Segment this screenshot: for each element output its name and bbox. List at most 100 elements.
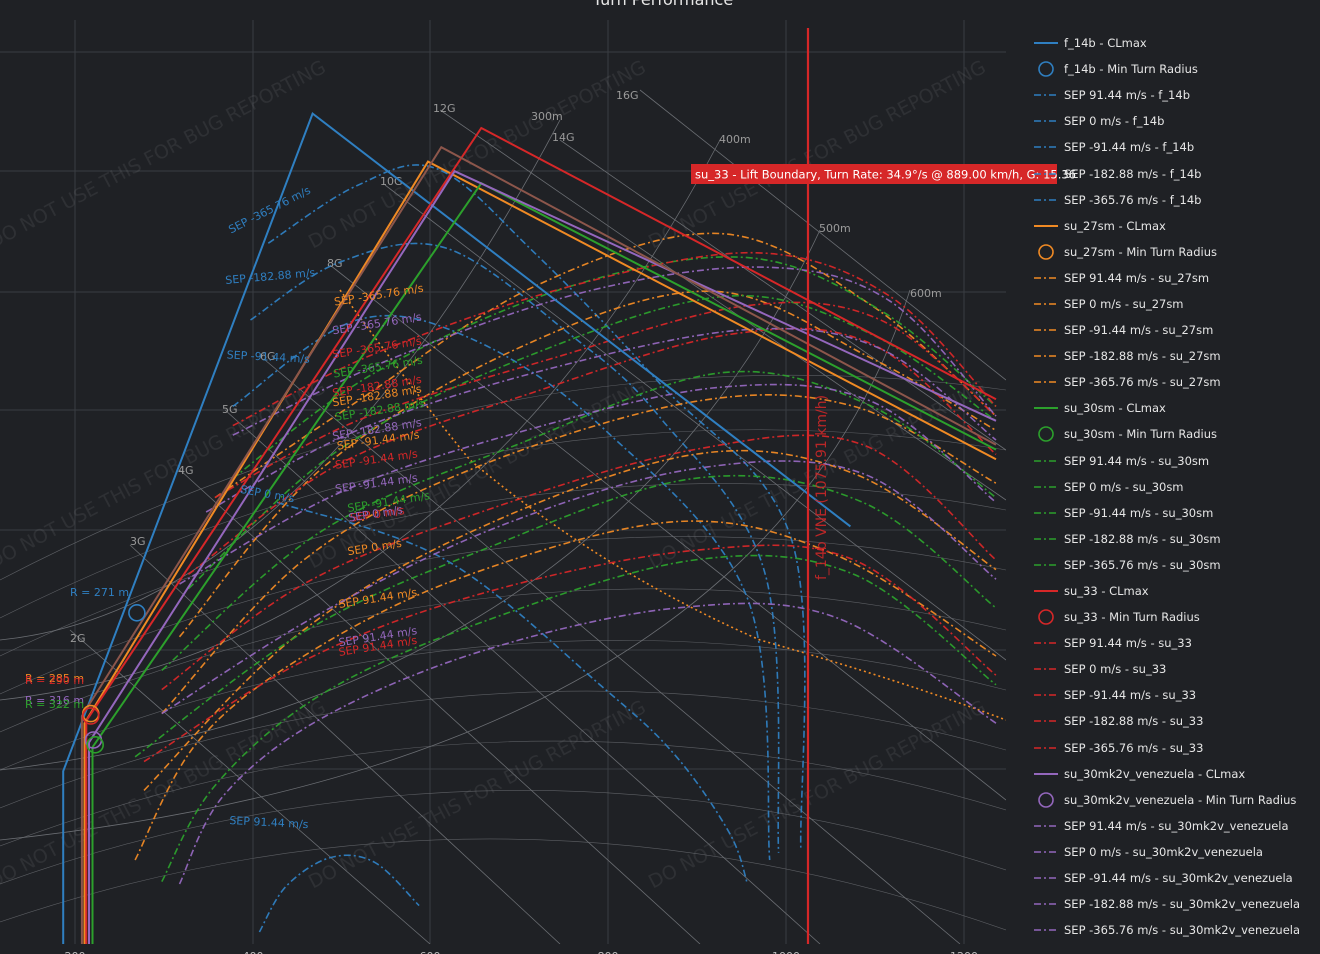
g-label: 2G bbox=[70, 632, 86, 645]
legend-item[interactable]: SEP -91.44 m/s - su_33 bbox=[1032, 682, 1320, 708]
legend-label: su_30mk2v_venezuela - Min Turn Radius bbox=[1064, 792, 1297, 807]
legend-line-icon bbox=[1034, 903, 1058, 905]
legend-item[interactable]: SEP 0 m/s - su_33 bbox=[1032, 656, 1320, 682]
legend-item[interactable]: SEP -182.88 m/s - su_30sm bbox=[1032, 526, 1320, 552]
x-tick-label: 1200 bbox=[950, 950, 978, 954]
legend-label: su_33 - Min Turn Radius bbox=[1064, 610, 1200, 625]
watermark-text: DO NOT USE THIS FOR BUG REPORTING bbox=[305, 56, 649, 253]
legend-label: SEP 0 m/s - su_33 bbox=[1064, 662, 1167, 677]
legend-item[interactable]: SEP 0 m/s - su_30mk2v_venezuela bbox=[1032, 839, 1320, 865]
legend-item[interactable]: SEP -365.76 m/s - f_14b bbox=[1032, 187, 1320, 213]
legend-item[interactable]: SEP 91.44 m/s - su_30mk2v_venezuela bbox=[1032, 813, 1320, 839]
watermark-text: DO NOT USE THIS FOR BUG REPORTING bbox=[0, 56, 329, 253]
legend-line-icon bbox=[1034, 407, 1058, 410]
clmax-line bbox=[85, 126, 997, 944]
radius-label: 300m bbox=[531, 110, 563, 123]
legend-line-icon bbox=[1034, 772, 1058, 775]
sep-curve bbox=[232, 266, 997, 436]
legend-label: SEP 91.44 m/s - su_30sm bbox=[1064, 453, 1210, 468]
g-line bbox=[639, 89, 1006, 381]
legend-item[interactable]: su_30sm - CLmax bbox=[1032, 395, 1320, 421]
sep-curve bbox=[205, 327, 997, 513]
legend-line-icon bbox=[1034, 146, 1058, 149]
legend-label: su_30sm - CLmax bbox=[1064, 401, 1166, 416]
min-radius-marker bbox=[86, 735, 104, 754]
legend-item[interactable]: SEP 91.44 m/s - su_27sm bbox=[1032, 265, 1320, 291]
legend-item[interactable]: SEP 0 m/s - f_14b bbox=[1032, 108, 1320, 134]
watermark-text: DO NOT USE THIS FOR BUG REPORTING bbox=[645, 56, 989, 253]
sep-curve bbox=[178, 602, 997, 885]
legend-item[interactable]: SEP -182.88 m/s - f_14b bbox=[1032, 160, 1320, 186]
legend-item[interactable]: SEP -365.76 m/s - su_30sm bbox=[1032, 552, 1320, 578]
legend-line-icon bbox=[1034, 825, 1058, 827]
legend-label: SEP 0 m/s - f_14b bbox=[1064, 114, 1165, 129]
legend-item[interactable]: SEP 0 m/s - su_30sm bbox=[1032, 474, 1320, 500]
legend-item[interactable]: su_30mk2v_venezuela - CLmax bbox=[1032, 761, 1320, 787]
radius-label: 400m bbox=[719, 133, 751, 146]
legend-item[interactable]: SEP 0 m/s - su_27sm bbox=[1032, 291, 1320, 317]
corner-speed-curve bbox=[339, 289, 1006, 721]
legend-item[interactable]: SEP 91.44 m/s - f_14b bbox=[1032, 82, 1320, 108]
g-line bbox=[179, 469, 701, 944]
radius-label: 600m bbox=[910, 287, 942, 300]
legend-item[interactable]: SEP 91.44 m/s - su_33 bbox=[1032, 630, 1320, 656]
sep-curve bbox=[214, 232, 997, 499]
watermark-text: DO NOT USE THIS FOR BUG REPORTING bbox=[645, 696, 989, 893]
legend-item[interactable]: SEP -365.76 m/s - su_33 bbox=[1032, 735, 1320, 761]
legend-label: SEP -182.88 m/s - f_14b bbox=[1064, 166, 1202, 181]
g-label: 12G bbox=[433, 102, 456, 115]
g-label: 3G bbox=[130, 535, 146, 548]
sep-curve bbox=[161, 434, 997, 691]
radius-line bbox=[0, 139, 721, 701]
sep-curve bbox=[179, 383, 997, 585]
legend-label: su_27sm - CLmax bbox=[1064, 218, 1166, 233]
legend-item[interactable]: SEP -182.88 m/s - su_30mk2v_venezuela bbox=[1032, 891, 1320, 917]
legend-line-icon bbox=[1034, 381, 1058, 384]
legend-item[interactable]: SEP 91.44 m/s - su_30sm bbox=[1032, 448, 1320, 474]
legend-item[interactable]: su_33 - CLmax bbox=[1032, 578, 1320, 604]
sep-label: SEP -182.88 m/s bbox=[225, 266, 316, 287]
sep-curve bbox=[143, 449, 997, 791]
legend-item[interactable]: SEP -91.44 m/s - f_14b bbox=[1032, 134, 1320, 160]
sep-curve bbox=[143, 544, 997, 763]
radius-marker-label: R = 271 m bbox=[70, 586, 129, 599]
legend-item[interactable]: su_30mk2v_venezuela - Min Turn Radius bbox=[1032, 787, 1320, 813]
g-line bbox=[264, 359, 961, 944]
legend-line-icon bbox=[1034, 277, 1058, 279]
legend-item[interactable]: SEP -182.88 m/s - su_33 bbox=[1032, 708, 1320, 734]
legend-item[interactable]: su_27sm - CLmax bbox=[1032, 213, 1320, 239]
vne-label: f_14b VNE (1075.91 km/h) bbox=[814, 395, 830, 580]
clmax-line bbox=[62, 111, 852, 944]
legend-circle-icon bbox=[1038, 426, 1054, 443]
legend-item[interactable]: SEP -91.44 m/s - su_27sm bbox=[1032, 317, 1320, 343]
radius-marker-label: R = 316 m bbox=[25, 694, 84, 707]
legend-item[interactable]: su_27sm - Min Turn Radius bbox=[1032, 239, 1320, 265]
min-radius-markers: R = 271 m R = 285 mR = 290 m R = 316 mR = … bbox=[25, 586, 146, 754]
legend-label: SEP -365.76 m/s - f_14b bbox=[1064, 192, 1202, 207]
min-radius-marker bbox=[81, 707, 100, 725]
legend-label: SEP 0 m/s - su_27sm bbox=[1064, 296, 1184, 311]
radius-marker-label: R = 322 m bbox=[25, 698, 84, 711]
tooltip-box bbox=[691, 164, 1057, 184]
legend-label: su_33 - CLmax bbox=[1064, 584, 1149, 599]
sep-curve bbox=[232, 251, 997, 427]
legend-item[interactable]: SEP -91.44 m/s - su_30mk2v_venezuela bbox=[1032, 865, 1320, 891]
legend-circle-icon bbox=[1038, 791, 1054, 808]
min-radius-marker bbox=[128, 603, 146, 622]
legend-line-icon bbox=[1034, 668, 1058, 671]
radius-arc bbox=[0, 790, 1006, 885]
sep-label: SEP 0 m/s bbox=[239, 483, 295, 505]
legend-item[interactable]: su_30sm - Min Turn Radius bbox=[1032, 421, 1320, 447]
x-tick-label: 400 bbox=[243, 950, 264, 954]
legend-line-icon bbox=[1034, 877, 1058, 879]
legend-item[interactable]: SEP -91.44 m/s - su_30sm bbox=[1032, 500, 1320, 526]
legend-item[interactable]: SEP -182.88 m/s - su_27sm bbox=[1032, 343, 1320, 369]
legend-item[interactable]: f_14b - Min Turn Radius bbox=[1032, 56, 1320, 82]
legend-item[interactable]: f_14b - CLmax bbox=[1032, 30, 1320, 56]
sep-curve bbox=[276, 501, 749, 885]
clmax-line bbox=[88, 169, 997, 944]
legend-item[interactable]: su_33 - Min Turn Radius bbox=[1032, 604, 1320, 630]
legend-item[interactable]: SEP -365.76 m/s - su_27sm bbox=[1032, 369, 1320, 395]
legend-item[interactable]: SEP -365.76 m/s - su_30mk2v_venezuela bbox=[1032, 917, 1320, 943]
clmax-line bbox=[80, 145, 997, 944]
